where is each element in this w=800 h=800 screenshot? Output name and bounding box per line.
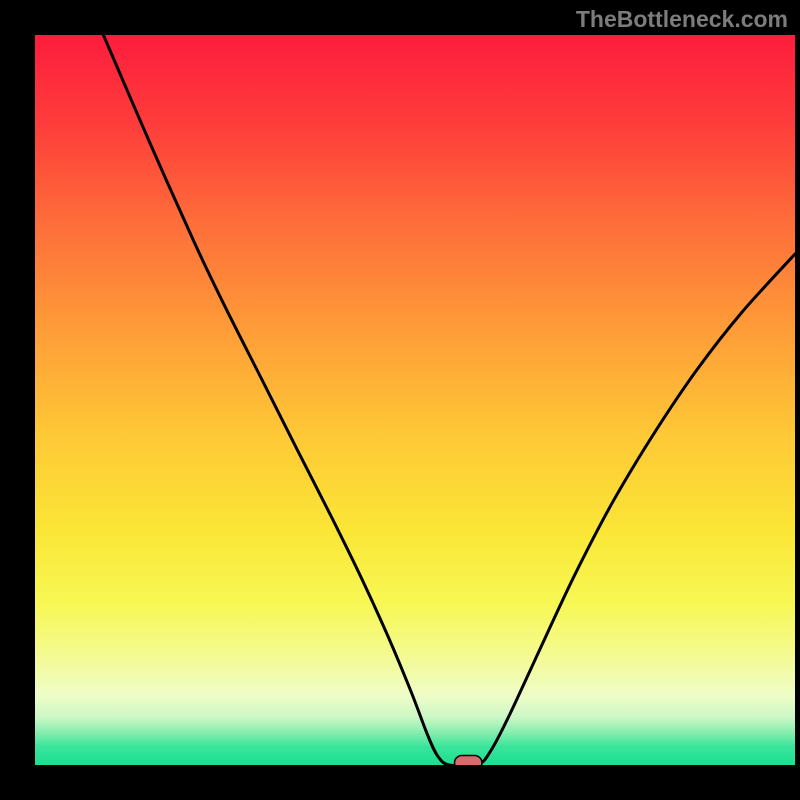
curve-svg [35, 35, 795, 765]
valley-marker [455, 756, 482, 765]
bottleneck-curve [103, 35, 795, 765]
watermark-text: TheBottleneck.com [576, 6, 788, 33]
plot-area [35, 35, 795, 765]
